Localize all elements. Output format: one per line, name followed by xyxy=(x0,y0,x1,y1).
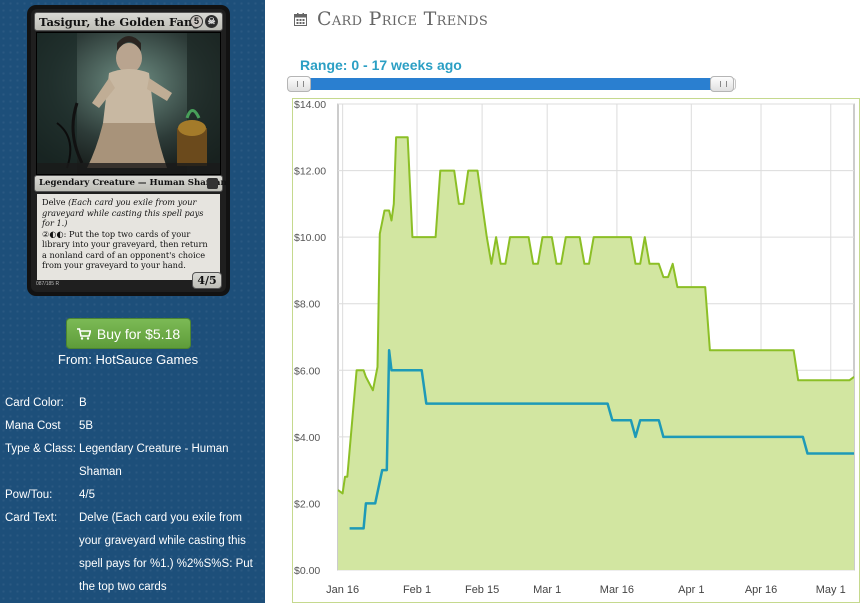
hybrid-mana-icon: ②◐◐ xyxy=(42,228,64,239)
rules-ability-text: : Put the top two cards of your library … xyxy=(42,228,208,271)
mana-black-symbol: ☠ xyxy=(205,15,218,28)
price-trends-header: Card Price Trends xyxy=(294,8,488,30)
attr-row-color: Card Color: B xyxy=(5,392,260,415)
attr-value: B xyxy=(79,397,87,409)
series-line-1 xyxy=(349,349,854,530)
set-symbol-icon xyxy=(207,178,218,189)
slider-handle-right[interactable] xyxy=(710,76,734,92)
card-type-text: Legendary Creature — Human Shaman xyxy=(39,178,226,188)
buy-button-label: Buy for $5.18 xyxy=(96,325,181,342)
attr-value: Delve (Each card you exile from your gra… xyxy=(79,512,253,593)
range-slider[interactable] xyxy=(287,76,736,92)
card-artwork xyxy=(36,32,221,175)
attr-value: 5B xyxy=(79,420,94,432)
y-tick-label: $12.00 xyxy=(294,166,326,178)
card-attributes: Card Color: B Mana Cost 5B Type & Class:… xyxy=(5,392,260,599)
y-tick-label: $0.00 xyxy=(294,565,320,577)
x-tick-label: May 1 xyxy=(816,584,846,596)
y-tick-label: $8.00 xyxy=(294,299,320,311)
calendar-icon xyxy=(294,12,307,26)
collector-number: 087/185 R xyxy=(36,281,60,287)
mana-generic-symbol: 5 xyxy=(190,15,203,28)
slider-selected-range xyxy=(297,78,725,90)
y-tick-label: $6.00 xyxy=(294,365,320,377)
attr-label: Type & Class: xyxy=(5,443,76,455)
attr-label: Card Text: xyxy=(5,512,58,524)
card-rules-text: Delve (Each card you exile from your gra… xyxy=(37,194,220,280)
card-frame: Tasigur, the Golden Fang 5 ☠ xyxy=(31,9,226,292)
rules-reminder: (Each card you exile from your graveyard… xyxy=(42,197,204,228)
attr-value: Legendary Creature - Human Shaman xyxy=(79,443,229,478)
rules-delve: Delve (Each card you exile from your gra… xyxy=(42,197,215,229)
x-tick-label: Mar 1 xyxy=(533,584,561,596)
card-image: Tasigur, the Golden Fang 5 ☠ xyxy=(27,5,230,296)
attr-row-pow-tou: Pow/Tou: 4/5 xyxy=(5,484,260,507)
attr-row-type: Type & Class: Legendary Creature - Human… xyxy=(5,438,260,484)
y-tick-label: $14.00 xyxy=(294,99,326,111)
rules-keyword: Delve xyxy=(42,197,66,207)
y-tick-label: $10.00 xyxy=(294,232,326,244)
x-tick-label: Feb 1 xyxy=(403,584,431,596)
x-tick-label: Apr 16 xyxy=(745,584,777,596)
x-tick-label: Feb 15 xyxy=(465,584,499,596)
y-tick-label: $4.00 xyxy=(294,432,320,444)
attr-value: 4/5 xyxy=(79,489,95,501)
range-label: Range: 0 - 17 weeks ago xyxy=(300,57,462,73)
seller-name: From: HotSauce Games xyxy=(57,352,199,367)
card-name: Tasigur, the Golden Fang xyxy=(39,15,201,29)
x-tick-label: Mar 16 xyxy=(600,584,634,596)
slider-handle-left[interactable] xyxy=(287,76,311,92)
attr-label: Mana Cost xyxy=(5,420,61,432)
price-chart-svg: $0.00 $2.00 $4.00 $6.00 $8.00 $10.00 $12.00 $14… xyxy=(292,98,860,603)
series-line-0 xyxy=(337,136,855,495)
buy-button[interactable]: Buy for $5.18 xyxy=(66,318,191,349)
card-power-toughness: 4/5 xyxy=(192,272,222,289)
x-tick-label: Apr 1 xyxy=(678,584,704,596)
card-title-bar: Tasigur, the Golden Fang 5 ☠ xyxy=(34,12,223,31)
y-tick-label: $2.00 xyxy=(294,498,320,510)
series-area-fill xyxy=(338,137,854,571)
attr-row-mana-cost: Mana Cost 5B xyxy=(5,415,260,438)
rules-ability: ②◐◐: Put the top two cards of your libra… xyxy=(42,229,215,271)
attr-label: Pow/Tou: xyxy=(5,489,53,501)
x-tick-label: Jan 16 xyxy=(326,584,359,596)
price-chart: $0.00 $2.00 $4.00 $6.00 $8.00 $10.00 $12.00 $14… xyxy=(292,98,860,603)
card-artwork-image xyxy=(37,33,220,174)
page-title: Card Price Trends xyxy=(317,8,489,30)
card-mana-cost: 5 ☠ xyxy=(190,15,218,28)
attr-label: Card Color: xyxy=(5,397,64,409)
cart-icon xyxy=(76,327,91,340)
card-type-line: Legendary Creature — Human Shaman xyxy=(34,175,226,192)
card-info-panel: Tasigur, the Golden Fang 5 ☠ xyxy=(0,0,265,603)
attr-row-card-text: Card Text: Delve (Each card you exile fr… xyxy=(5,507,260,599)
